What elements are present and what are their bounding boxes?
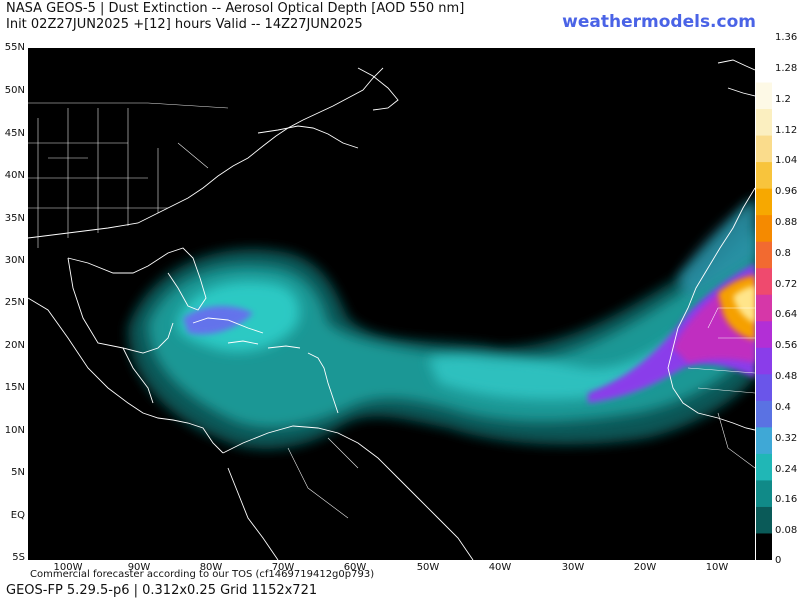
colorbar-label: 0.64 xyxy=(775,309,798,320)
colorbar-swatch xyxy=(756,215,772,243)
lon-label: 100W xyxy=(53,562,83,573)
colorbar-label: 1.2 xyxy=(775,94,791,105)
lon-label: 70W xyxy=(271,562,295,573)
lon-label: 40W xyxy=(488,562,512,573)
colorbar-swatch xyxy=(756,427,772,455)
title-line-2: Init 02Z27JUN2025 +[12] hours Valid -- 1… xyxy=(6,17,363,32)
colorbar-label: 0 xyxy=(775,555,782,566)
lon-label: 50W xyxy=(416,562,440,573)
colorbar-label: 0.32 xyxy=(775,433,798,444)
colorbar-label: 0.08 xyxy=(775,525,798,536)
colorbar-swatch xyxy=(756,294,772,322)
tos-disclaimer: Commercial forecaster according to our T… xyxy=(30,569,375,580)
colorbar-label: 0.4 xyxy=(775,402,791,413)
colorbar-swatch xyxy=(756,533,772,560)
lon-label: 30W xyxy=(561,562,585,573)
lat-label: 35N xyxy=(4,213,25,224)
colorbar-label: 0.16 xyxy=(775,494,798,505)
colorbar-swatch xyxy=(756,480,772,508)
lat-label: 30N xyxy=(4,255,25,266)
lat-label: 5N xyxy=(11,467,25,478)
lat-label: 10N xyxy=(4,425,25,436)
lat-label: 20N xyxy=(4,340,25,351)
colorbar-label: 1.04 xyxy=(775,155,798,166)
colorbar-swatch xyxy=(756,56,772,84)
colorbar-label: 0.88 xyxy=(775,217,798,228)
colorbar-label: 1.12 xyxy=(775,125,798,136)
colorbar-swatch xyxy=(756,162,772,190)
political-borders xyxy=(28,102,755,519)
colorbar-label: 0.8 xyxy=(775,248,791,259)
colorbar-swatch xyxy=(756,374,772,402)
colorbar-swatch xyxy=(756,453,772,481)
lon-label: 20W xyxy=(633,562,657,573)
lat-label: 40N xyxy=(4,170,25,181)
lat-label: 50N xyxy=(4,85,25,96)
colorbar-label: 0.48 xyxy=(775,371,798,382)
dust-aod-map xyxy=(28,48,755,560)
title-line-1: NASA GEOS-5 | Dust Extinction -- Aerosol… xyxy=(6,1,465,16)
coastlines xyxy=(28,59,755,560)
colorbar-swatch xyxy=(756,82,772,110)
colorbar-swatch xyxy=(756,506,772,534)
colorbar-label: 1.28 xyxy=(775,63,798,74)
lat-label: EQ xyxy=(10,510,25,521)
colorbar-swatch xyxy=(756,109,772,137)
lat-label: 25N xyxy=(4,297,25,308)
model-info: GEOS-FP 5.29.5-p6 | 0.312x0.25 Grid 1152… xyxy=(6,583,318,598)
lon-label: 80W xyxy=(199,562,223,573)
colorbar-label: 1.36 xyxy=(775,32,798,43)
lat-label: 55N xyxy=(4,42,25,53)
colorbar-swatch xyxy=(756,135,772,163)
lon-label: 90W xyxy=(127,562,151,573)
map-canvas xyxy=(28,48,755,560)
colorbar-label: 0.72 xyxy=(775,279,798,290)
colorbar-swatch xyxy=(756,268,772,296)
brand-link[interactable]: weathermodels.com xyxy=(562,12,756,32)
colorbar-swatch xyxy=(756,321,772,349)
colorbar-swatch xyxy=(756,347,772,375)
lat-label: 5S xyxy=(12,552,25,563)
chart-title: NASA GEOS-5 | Dust Extinction -- Aerosol… xyxy=(6,1,464,33)
lon-label: 10W xyxy=(705,562,729,573)
colorbar-label: 0.56 xyxy=(775,340,798,351)
colorbar-swatch xyxy=(756,400,772,428)
colorbar-label: 0.24 xyxy=(775,464,798,475)
colorbar xyxy=(756,56,772,560)
lat-label: 15N xyxy=(4,382,25,393)
colorbar-swatches xyxy=(756,56,772,560)
colorbar-swatch xyxy=(756,241,772,269)
colorbar-swatch xyxy=(756,188,772,216)
lon-label: 60W xyxy=(343,562,367,573)
lat-label: 45N xyxy=(4,128,25,139)
colorbar-label: 0.96 xyxy=(775,186,798,197)
